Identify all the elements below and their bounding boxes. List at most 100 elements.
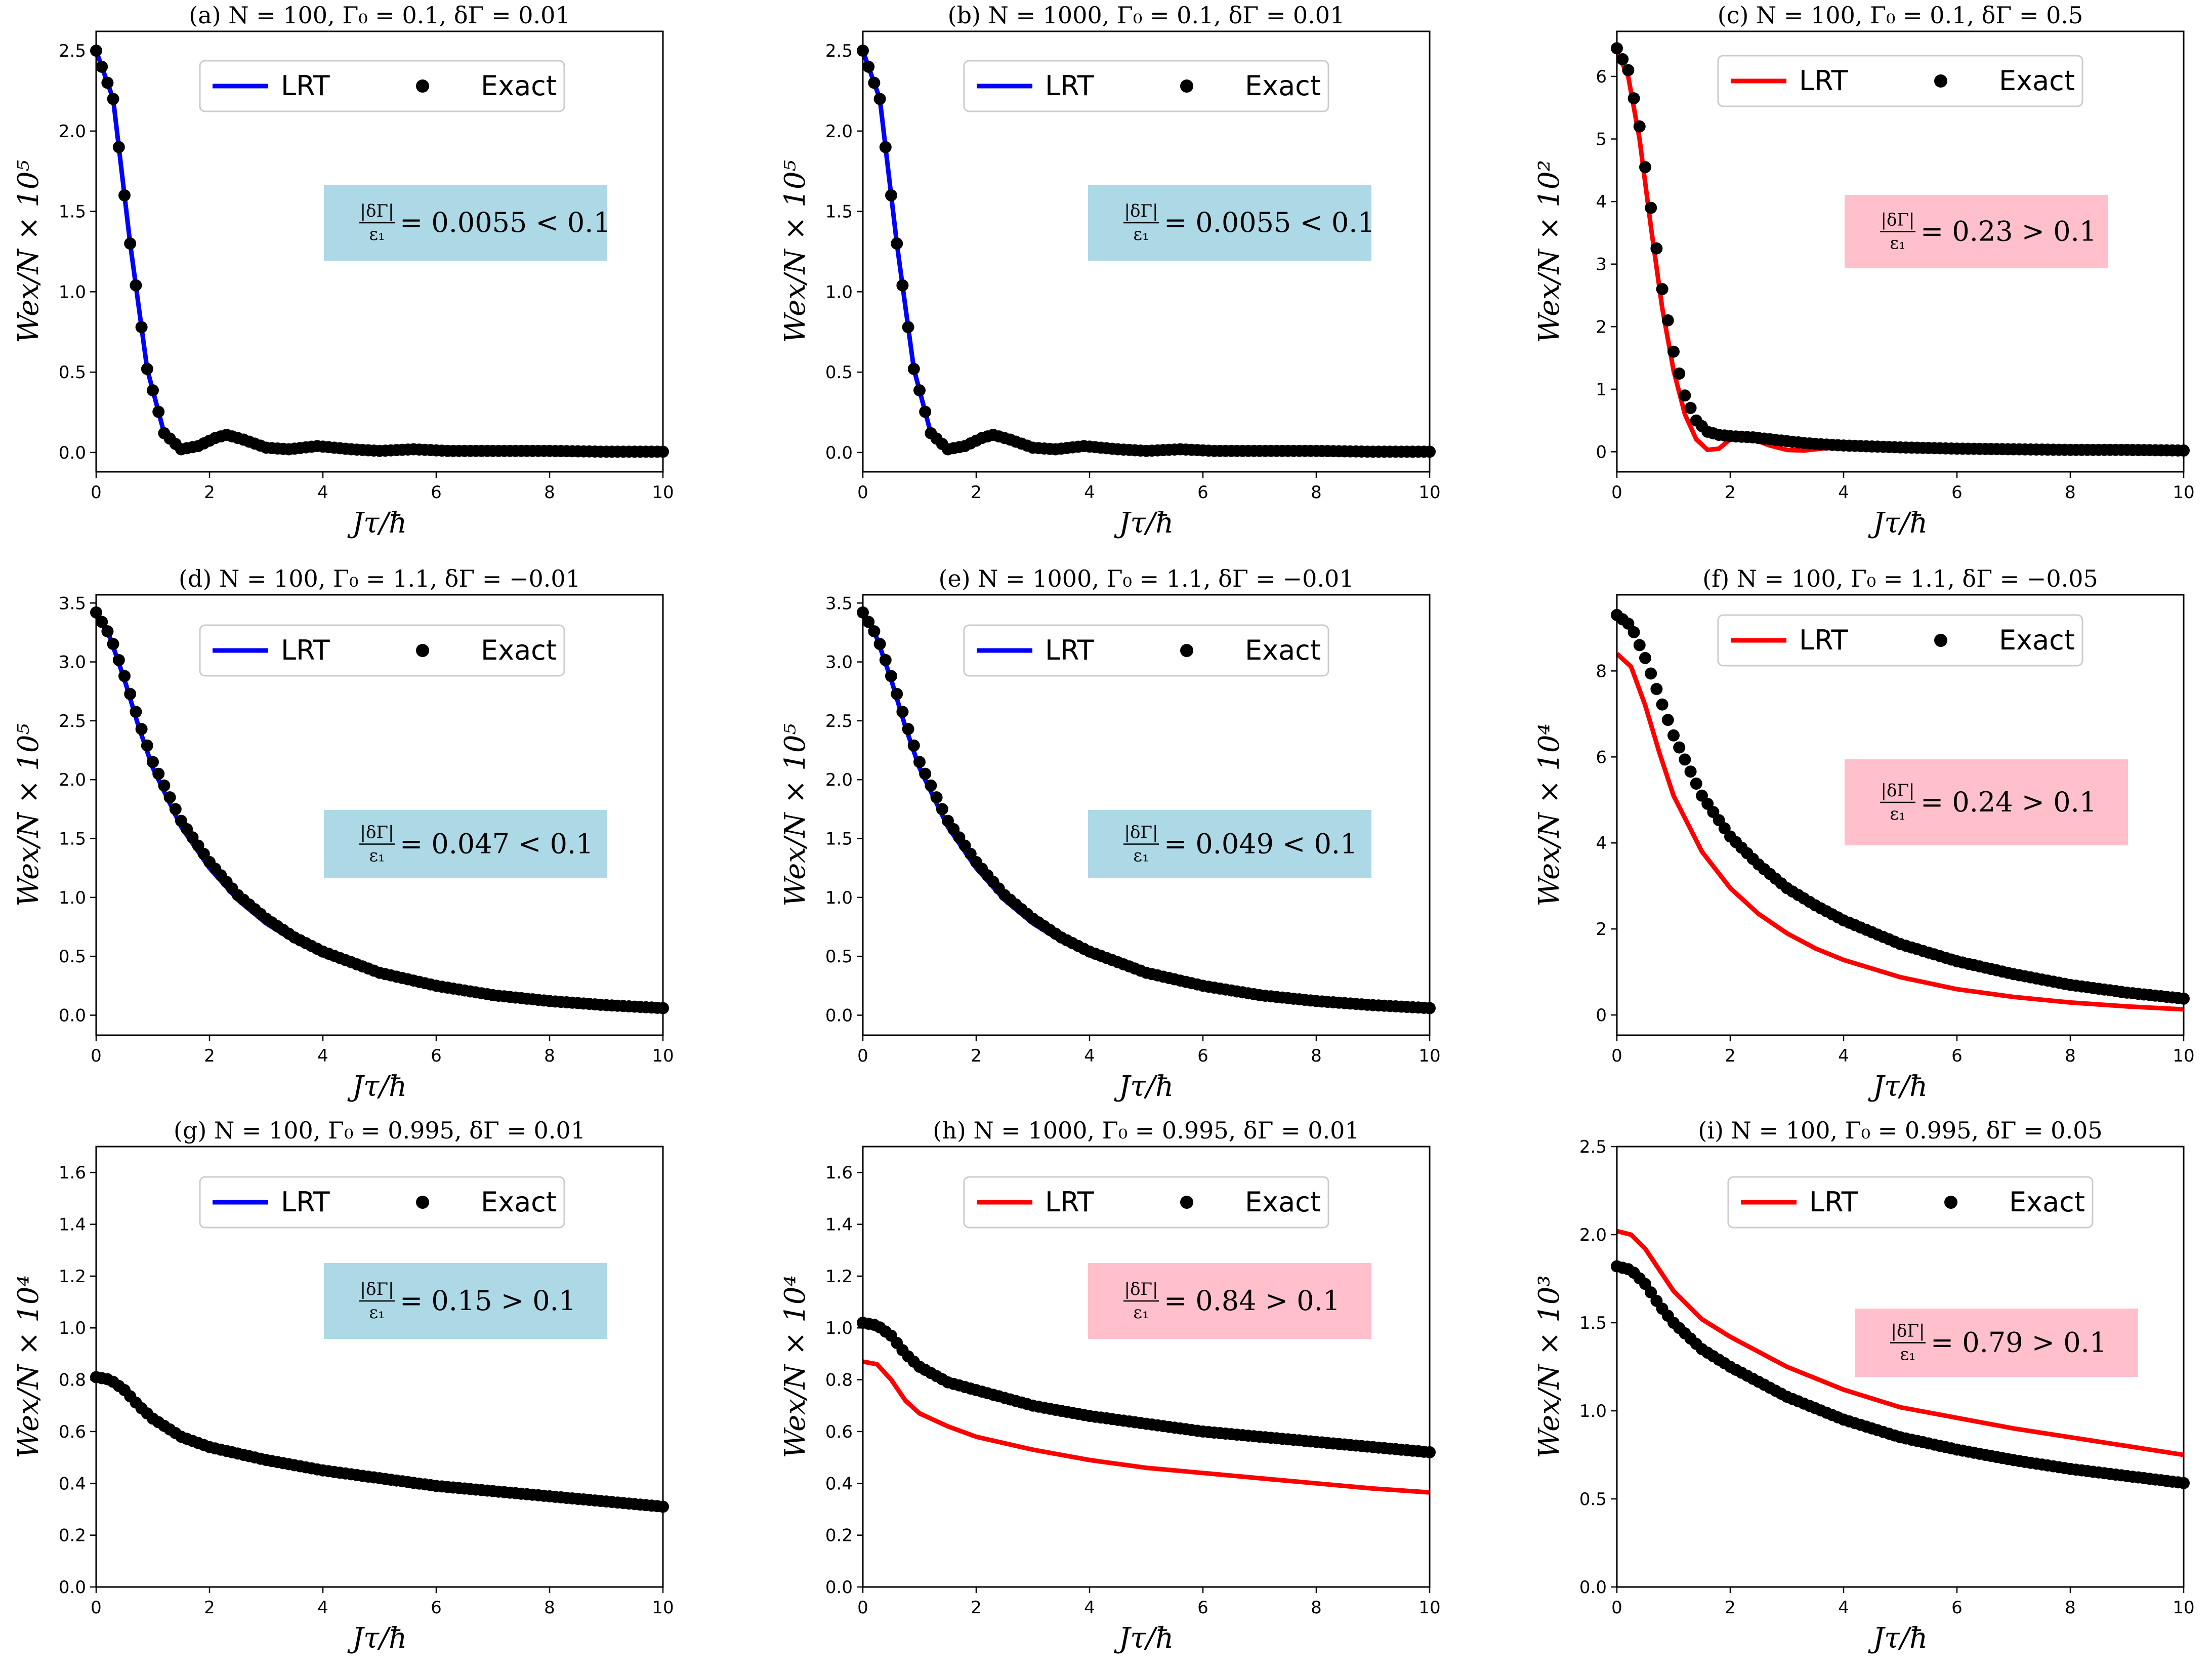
legend-exact-label: Exact (1245, 1186, 1321, 1218)
x-tick-label: 10 (1418, 1046, 1440, 1066)
exact-data-point (885, 670, 897, 682)
panel-h: (h) N = 1000, Γ₀ = 0.995, δΓ = 0.01 0 2 4 6 8… (779, 1117, 1441, 1655)
legend-exact-swatch (416, 79, 429, 93)
annotation-frac-numerator: |δΓ| (360, 201, 394, 221)
legend: LRT Exact (199, 624, 565, 677)
criterion-annotation: |δΓ| ε₁ = 0.047 < 0.1 (324, 810, 607, 878)
exact-data-point (112, 654, 125, 666)
exact-data-point (913, 384, 926, 397)
y-tick-label: 0.5 (825, 362, 853, 383)
legend-frame (1717, 55, 2083, 107)
y-tick-label: 1.5 (825, 829, 853, 849)
x-tick-label: 0 (857, 1598, 868, 1618)
annotation-value: = 0.84 > 0.1 (1164, 1285, 1340, 1317)
x-tick-label: 2 (204, 1598, 215, 1618)
panel-e: (e) N = 1000, Γ₀ = 1.1, δΓ = −0.01 0 2 4 6 8 1… (779, 565, 1441, 1103)
y-tick-label: 2 (1596, 317, 1607, 337)
y-tick-label: 2.0 (825, 121, 853, 142)
y-tick-label: 2.0 (1579, 1225, 1607, 1245)
exact-data-point (1650, 242, 1663, 255)
exact-data-point (862, 616, 875, 628)
x-tick-label: 4 (1084, 482, 1095, 503)
x-tick-label: 0 (91, 482, 102, 503)
annotation-frac-numerator: |δΓ| (1891, 1321, 1925, 1341)
x-tick-label: 8 (544, 482, 555, 503)
x-tick-label: 2 (204, 482, 215, 503)
annotation-frac-denominator: ε₁ (369, 846, 385, 866)
x-tick-label: 8 (1311, 1046, 1322, 1066)
legend-lrt-label: LRT (1045, 70, 1095, 102)
exact-data-point (124, 237, 137, 250)
y-tick-label: 0.8 (825, 1370, 853, 1391)
y-tick-label: 0.0 (825, 443, 853, 463)
y-tick-label: 0.0 (1579, 1577, 1607, 1598)
x-axis-label: Jτ/ħ (1114, 1622, 1174, 1655)
y-axis-label: Wex/N × 10⁵ (12, 723, 45, 907)
x-tick-label: 0 (857, 482, 868, 503)
plot-frame (1616, 594, 2185, 1036)
panel-title: (b) N = 1000, Γ₀ = 0.1, δΓ = 0.01 (948, 2, 1345, 29)
exact-data-point (169, 803, 182, 816)
exact-data-point (902, 321, 914, 334)
exact-data-point (118, 670, 131, 682)
y-axis-label: Wex/N × 10⁵ (12, 160, 45, 343)
panel-title: (g) N = 100, Γ₀ = 0.995, δΓ = 0.01 (174, 1117, 586, 1144)
exact-data-point (152, 405, 165, 418)
legend-exact-label: Exact (2009, 1186, 2085, 1218)
legend-exact-label: Exact (1245, 70, 1321, 102)
y-tick-label: 1.5 (825, 202, 853, 222)
exact-data-point (1633, 120, 1646, 133)
x-tick-label: 4 (1838, 1046, 1849, 1066)
exact-data-point (152, 767, 165, 780)
criterion-annotation: |δΓ| ε₁ = 0.0055 < 0.1 (1088, 185, 1375, 261)
x-tick-label: 10 (1418, 482, 1440, 503)
exact-data-point (130, 279, 142, 292)
x-tick-label: 2 (1725, 1598, 1736, 1618)
exact-data-point (1679, 389, 1691, 402)
x-tick-label: 0 (1611, 1598, 1622, 1618)
y-tick-label: 6 (1596, 747, 1607, 767)
exact-data-point (896, 706, 909, 718)
x-tick-label: 8 (2065, 1046, 2076, 1066)
legend-lrt-label: LRT (1799, 65, 1849, 97)
exact-data-point (124, 687, 137, 700)
y-tick-label: 2.5 (59, 711, 86, 731)
exact-data-point (163, 791, 176, 804)
legend: LRT Exact (1717, 614, 2083, 667)
annotation-value: = 0.79 > 0.1 (1931, 1327, 2107, 1359)
y-tick-label: 6 (1596, 67, 1607, 87)
x-tick-label: 6 (431, 1598, 442, 1618)
y-tick-label: 0.8 (59, 1370, 86, 1391)
legend-exact-swatch (416, 644, 429, 657)
legend-frame (1727, 1176, 2094, 1229)
exact-data-point (1627, 92, 1640, 105)
annotation-frac-numerator: |δΓ| (1881, 781, 1915, 801)
y-tick-label: 1.0 (825, 888, 853, 908)
y-tick-label: 2.5 (1579, 1137, 1607, 1157)
plot-frame (95, 30, 664, 473)
x-tick-label: 10 (2173, 482, 2194, 503)
panel-title: (h) N = 1000, Γ₀ = 0.995, δΓ = 0.01 (933, 1117, 1359, 1144)
y-tick-label: 0.5 (59, 362, 86, 383)
y-tick-label: 4 (1596, 192, 1607, 212)
x-tick-label: 4 (1084, 1046, 1095, 1066)
x-tick-label: 10 (652, 1598, 674, 1618)
y-tick-label: 1 (1596, 380, 1607, 400)
exact-data-point (1673, 368, 1686, 380)
exact-data-point (885, 189, 897, 201)
exact-data-point (1673, 741, 1686, 754)
exact-data-point (873, 638, 886, 650)
legend-frame (963, 624, 1329, 677)
exact-data-point (130, 706, 142, 718)
x-tick-label: 4 (317, 1046, 328, 1066)
annotation-frac-denominator: ε₁ (369, 224, 385, 245)
y-axis-label: Wex/N × 10⁴ (779, 1275, 812, 1458)
legend-exact-swatch (1944, 1196, 1957, 1209)
x-tick-label: 6 (1951, 1046, 1963, 1066)
panel-d: (d) N = 100, Γ₀ = 1.1, δΓ = −0.01 0 2 4 6 8 10… (12, 565, 674, 1103)
y-tick-label: 1.5 (59, 829, 86, 849)
panel-b: (b) N = 1000, Γ₀ = 0.1, δΓ = 0.01 0 2 4 6 8 10… (779, 2, 1441, 540)
exact-data-point (1667, 729, 1680, 742)
y-tick-label: 3.5 (59, 593, 86, 614)
exact-data-point (1679, 753, 1691, 766)
